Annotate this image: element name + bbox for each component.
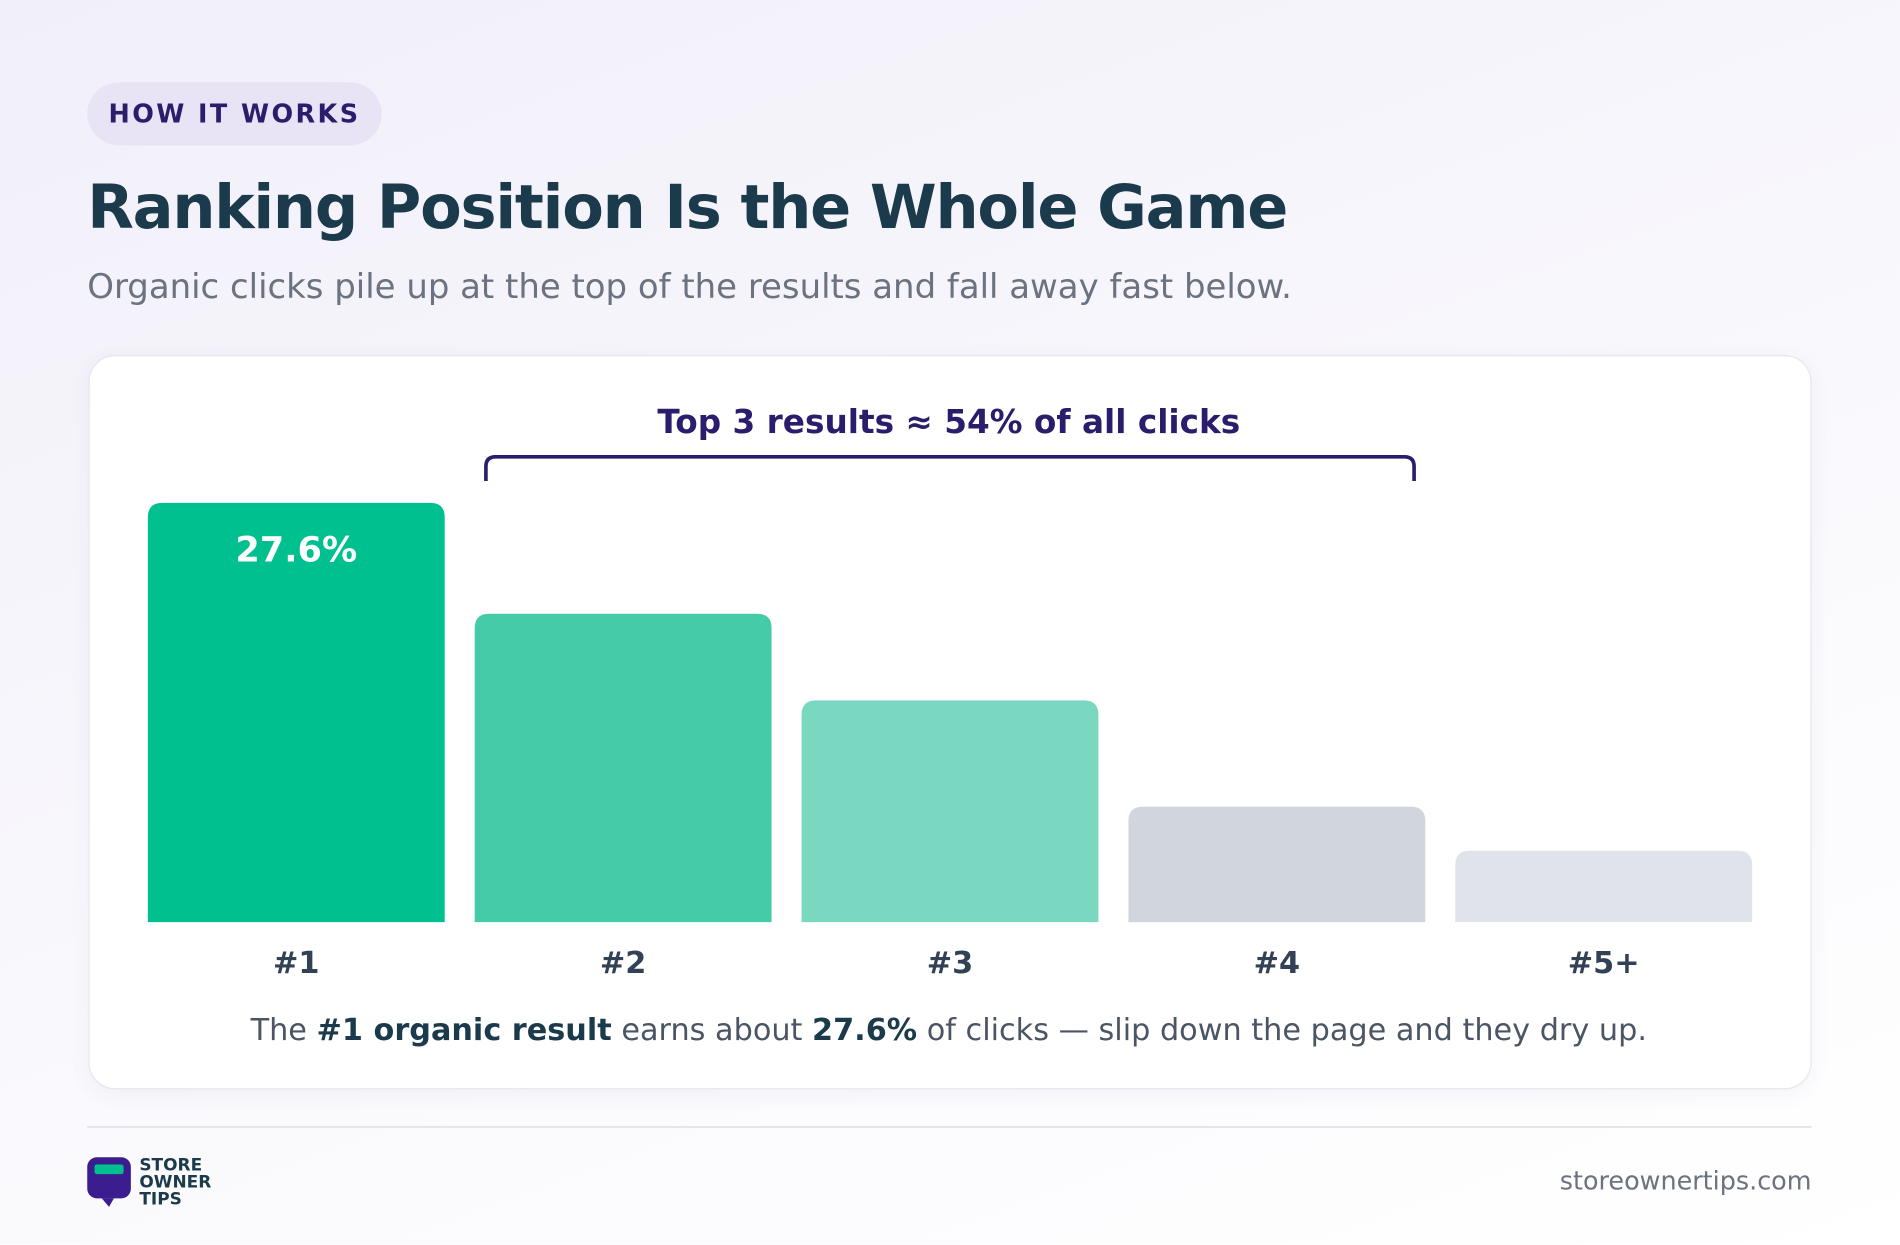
caption: The #1 organic result earns about 27.6% …	[250, 1013, 1647, 1048]
bar	[1455, 850, 1753, 923]
x-tick-label: #3	[927, 946, 973, 981]
x-tick-label: #4	[1254, 946, 1300, 981]
bar	[801, 700, 1099, 923]
logo-awning	[94, 1164, 124, 1175]
bar	[474, 613, 772, 923]
caption-part: The	[250, 1013, 317, 1048]
caption-part: of clicks — slip down the page and they …	[917, 1013, 1647, 1048]
logo-icon	[87, 1157, 131, 1199]
logo-tail	[101, 1198, 114, 1207]
x-tick-label: #2	[600, 946, 646, 981]
caption-part: 27.6%	[812, 1013, 917, 1048]
annotation: Top 3 results ≈ 54% of all clicks	[657, 403, 1240, 441]
x-tick-label: #1	[273, 946, 319, 981]
bar	[1128, 806, 1426, 923]
caption-part: #1 organic result	[317, 1013, 612, 1048]
brand-line: STORE	[139, 1155, 202, 1175]
bar	[147, 502, 445, 923]
brand-line: TIPS	[139, 1189, 182, 1209]
footer-url: storeownertips.com	[1560, 1166, 1812, 1196]
brand-line: OWNER	[139, 1172, 211, 1192]
caption-part: earns about	[612, 1013, 812, 1048]
value-label: 27.6%	[235, 529, 357, 570]
x-tick-label: #5+	[1568, 946, 1640, 981]
chart-title: Ranking Position Is the Whole Game	[87, 172, 1288, 243]
bracket	[484, 455, 1416, 482]
badge: HOW IT WORKS	[87, 82, 382, 146]
chart-subtitle: Organic clicks pile up at the top of the…	[87, 266, 1292, 307]
